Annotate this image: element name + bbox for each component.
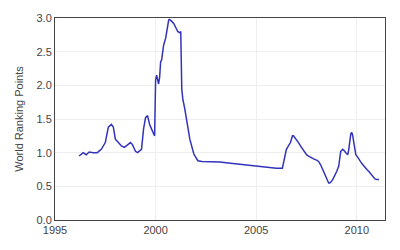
svg-text:2005: 2005 xyxy=(244,224,268,236)
svg-text:2.0: 2.0 xyxy=(37,79,52,91)
svg-text:1.0: 1.0 xyxy=(37,147,52,159)
svg-text:1995: 1995 xyxy=(43,224,67,236)
svg-text:2.5: 2.5 xyxy=(37,46,52,58)
svg-text:1.5: 1.5 xyxy=(37,113,52,125)
svg-text:World Ranking Points: World Ranking Points xyxy=(13,66,25,172)
svg-text:2010: 2010 xyxy=(345,224,369,236)
svg-text:0.0: 0.0 xyxy=(37,214,52,226)
svg-text:2000: 2000 xyxy=(143,224,167,236)
svg-text:0.5: 0.5 xyxy=(37,180,52,192)
svg-text:3.0: 3.0 xyxy=(37,12,52,24)
